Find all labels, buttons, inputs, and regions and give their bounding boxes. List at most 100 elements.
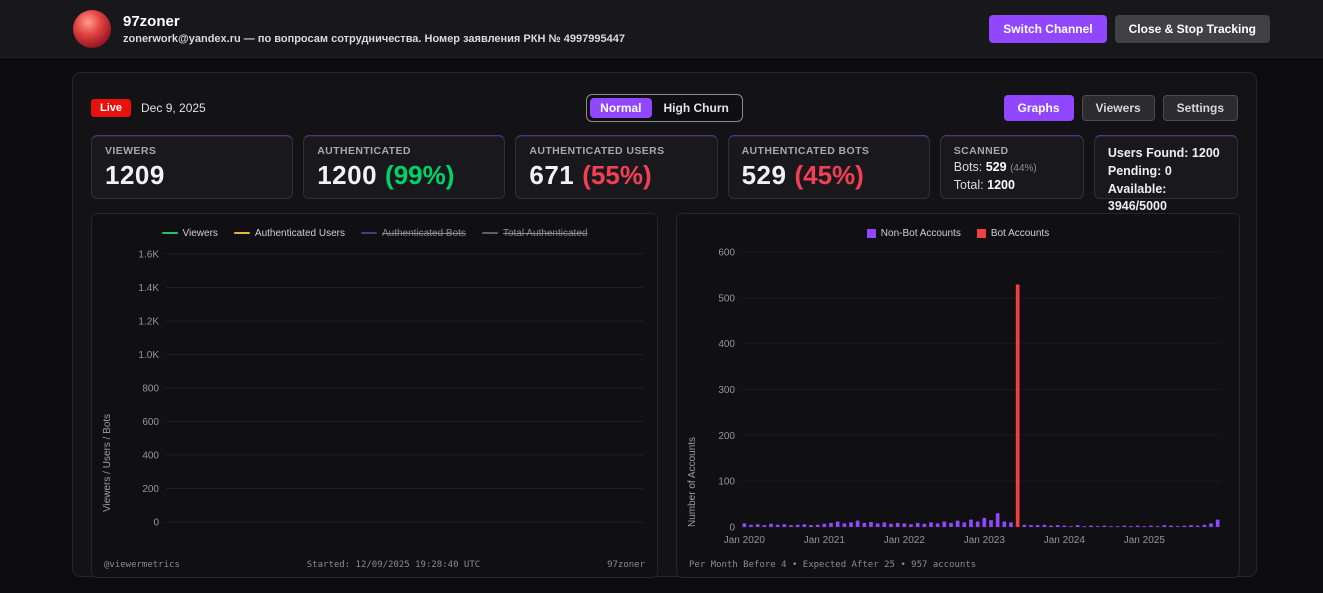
- bar-chart-body: Number of Accounts 600 500 400 300 200 100 0 Ja…: [687, 246, 1229, 551]
- stat-value: 671: [529, 160, 575, 190]
- line-chart-y-axis-label: Viewers / Users / Bots: [102, 413, 113, 512]
- mode-normal-button[interactable]: Normal: [590, 98, 652, 118]
- controls-row: Live Dec 9, 2025 Normal High Churn Graph…: [91, 94, 1239, 122]
- svg-text:200: 200: [718, 431, 735, 442]
- channel-name: 97zoner: [123, 12, 180, 30]
- stat-card-scanned: SCANNED Bots: 529 (44%) Total: 1200: [939, 135, 1084, 199]
- pending-line: Pending: 0: [1107, 163, 1172, 178]
- svg-text:0: 0: [729, 523, 735, 534]
- svg-text:400: 400: [142, 451, 159, 462]
- viewers-chart-panel: Viewers Authenticated Users Authenticated …: [91, 213, 658, 578]
- stat-percent: (45%): [794, 160, 864, 190]
- svg-text:Jan 2021: Jan 2021: [804, 535, 846, 546]
- scanned-bots-percent: (44%): [1010, 163, 1037, 174]
- legend-label: Authenticated Bots: [381, 227, 466, 239]
- stream-status: Live Dec 9, 2025: [91, 99, 586, 117]
- line-chart-legend: Viewers Authenticated Users Authenticated …: [102, 224, 647, 242]
- stat-value: 529: [741, 160, 787, 190]
- legend-label: Non-Bot Accounts: [880, 227, 961, 239]
- close-stop-tracking-button[interactable]: Close & Stop Tracking: [1114, 14, 1270, 43]
- legend-item[interactable]: Bot Accounts: [976, 227, 1050, 239]
- channel-subtitle: zonerwork@yandex.ru — по вопросам сотруд…: [123, 32, 625, 45]
- legend-swatch: [161, 232, 178, 234]
- svg-text:500: 500: [718, 293, 735, 304]
- svg-text:1.6K: 1.6K: [138, 250, 159, 261]
- svg-text:400: 400: [718, 339, 735, 350]
- stat-value: 1209: [105, 160, 165, 190]
- line-chart-footer: @viewermetrics Started: 12/09/2025 19:28…: [104, 560, 645, 570]
- channel-info: 97zoner zonerwork@yandex.ru — по вопроса…: [73, 9, 625, 48]
- live-badge: Live: [91, 99, 132, 117]
- stats-row: VIEWERS 1209 AUTHENTICATED 1200 (99%) AU…: [91, 135, 1238, 213]
- scanned-total-line: Total: 1200: [953, 178, 1015, 193]
- watermark: @viewermetrics: [104, 560, 180, 570]
- svg-text:100: 100: [718, 477, 735, 488]
- users-found-line: Users Found: 1200: [1107, 146, 1220, 160]
- line-chart: 1.6K 1.4K 1.2K 1.0K 800 600 400 200 0: [138, 250, 643, 529]
- stat-label: AUTHENTICATED BOTS: [741, 145, 870, 157]
- footer-channel-name: 97zoner: [607, 560, 645, 570]
- legend-label: Viewers: [182, 227, 218, 239]
- stat-percent: (99%): [385, 160, 455, 190]
- svg-text:0: 0: [153, 518, 159, 529]
- stat-card-authenticated: AUTHENTICATED 1200 (99%): [303, 135, 506, 199]
- stat-percent: (55%): [582, 160, 652, 190]
- svg-text:Jan 2023: Jan 2023: [964, 535, 1006, 546]
- svg-text:600: 600: [142, 417, 159, 428]
- available-line: Available: 3946/5000: [1107, 181, 1167, 214]
- date-label: Dec 9, 2025: [141, 101, 206, 115]
- svg-text:200: 200: [142, 484, 159, 495]
- view-tabs: Graphs Viewers Settings: [743, 95, 1239, 121]
- legend-item[interactable]: Viewers: [161, 227, 218, 239]
- bar-chart-footer-text: Per Month Before 4 • Expected After 25 •…: [689, 560, 977, 570]
- legend-swatch: [481, 232, 498, 234]
- legend-label: Authenticated Users: [254, 227, 345, 239]
- legend-label: Bot Accounts: [990, 227, 1050, 239]
- svg-text:600: 600: [718, 248, 735, 259]
- legend-label: Total Authenticated: [502, 227, 588, 239]
- svg-text:Jan 2025: Jan 2025: [1124, 535, 1166, 546]
- stat-label: SCANNED: [953, 145, 1009, 157]
- stat-label: AUTHENTICATED USERS: [529, 145, 665, 157]
- stat-card-quota: Users Found: 1200 Pending: 0 Available: …: [1093, 135, 1238, 213]
- switch-channel-button[interactable]: Switch Channel: [989, 14, 1107, 43]
- svg-text:800: 800: [142, 384, 159, 395]
- churn-mode-toggle: Normal High Churn: [586, 94, 743, 122]
- stat-value: 1200: [317, 160, 378, 190]
- charts-row: Viewers Authenticated Users Authenticated …: [91, 213, 1240, 578]
- line-chart-body: Viewers / Users / Bots 1.6K 1.4K 1.2K 1.0K 8…: [102, 246, 647, 536]
- legend-swatch: [233, 232, 250, 234]
- legend-item[interactable]: Authenticated Bots: [360, 227, 466, 239]
- legend-item[interactable]: Non-Bot Accounts: [866, 227, 961, 239]
- avatar: [73, 9, 111, 48]
- svg-text:Jan 2020: Jan 2020: [724, 535, 766, 546]
- tab-settings[interactable]: Settings: [1162, 95, 1239, 121]
- legend-swatch: [360, 232, 377, 234]
- header-actions: Switch Channel Close & Stop Tracking: [989, 14, 1270, 43]
- app-header: 97zoner zonerwork@yandex.ru — по вопроса…: [0, 0, 1323, 58]
- legend-item[interactable]: Authenticated Users: [233, 227, 345, 239]
- accounts-chart-panel: Non-Bot Accounts Bot Accounts Number of A…: [676, 213, 1240, 578]
- bar-chart-y-axis-label: Number of Accounts: [687, 436, 698, 527]
- svg-text:1.0K: 1.0K: [138, 350, 159, 361]
- legend-item[interactable]: Total Authenticated: [481, 227, 588, 239]
- channel-text: 97zoner zonerwork@yandex.ru — по вопроса…: [123, 13, 625, 45]
- stat-label: VIEWERS: [105, 145, 157, 157]
- scanned-bots-line: Bots: 529 (44%): [953, 160, 1037, 174]
- stat-card-authenticated-bots: AUTHENTICATED BOTS 529 (45%): [727, 135, 930, 199]
- svg-text:Jan 2022: Jan 2022: [884, 535, 926, 546]
- bar-chart-footer: Per Month Before 4 • Expected After 25 •…: [689, 560, 1227, 570]
- svg-text:1.2K: 1.2K: [138, 317, 159, 328]
- legend-swatch: [866, 228, 876, 238]
- stat-label: AUTHENTICATED: [317, 145, 411, 157]
- svg-text:Jan 2024: Jan 2024: [1044, 535, 1086, 546]
- svg-text:300: 300: [718, 385, 735, 396]
- stat-card-authenticated-users: AUTHENTICATED USERS 671 (55%): [515, 135, 718, 199]
- legend-swatch: [976, 228, 986, 238]
- main-panel: Live Dec 9, 2025 Normal High Churn Graph…: [72, 72, 1257, 578]
- mode-high-churn-button[interactable]: High Churn: [654, 98, 739, 118]
- tab-graphs[interactable]: Graphs: [1003, 95, 1074, 121]
- tab-viewers[interactable]: Viewers: [1081, 95, 1155, 121]
- stat-card-viewers: VIEWERS 1209: [91, 135, 294, 199]
